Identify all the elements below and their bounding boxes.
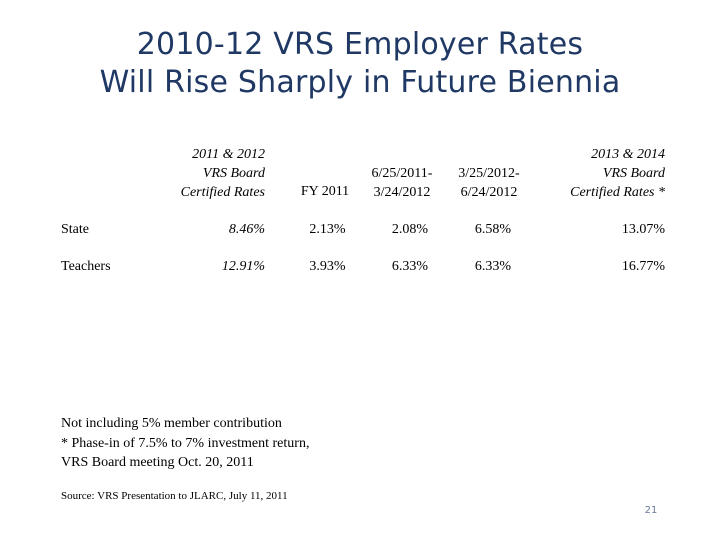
state-fy-2011-rate: 2.13% <box>309 222 346 237</box>
source-citation: Source: VRS Presentation to JLARC, July … <box>61 490 288 502</box>
title-line-1: 2010-12 VRS Employer Rates <box>136 27 584 62</box>
state-2012-period-rate: 6.58% <box>474 222 512 237</box>
state-2011-2012-rate: 8.46% <box>228 222 265 237</box>
footnote-line: VRS Board meeting Oct. 20, 2011 <box>61 455 254 470</box>
slide-title: 2010-12 VRS Employer Rates Will Rise Sha… <box>0 26 720 102</box>
teachers-2013-2014-rate: 16.77% <box>621 259 665 274</box>
state-2011-2012-period-rate: 2.08% <box>391 222 429 237</box>
footnote-line: * Phase-in of 7.5% to 7% investment retu… <box>61 435 310 451</box>
teachers-2012-period-rate: 6.33% <box>474 259 512 274</box>
row-label-teachers: Teachers <box>61 259 111 274</box>
footnote-line: Not including 5% member contribution <box>61 416 282 431</box>
header-3-25-2012-6-24-2012: 3/25/2012- 6/24/2012 <box>458 166 520 200</box>
header-6-25-2011-3-24-2012: 6/25/2011- 3/24/2012 <box>371 166 433 200</box>
teachers-2011-2012-rate: 12.91% <box>221 259 265 274</box>
teachers-fy-2011-rate: 3.93% <box>309 259 346 274</box>
page-number: 21 <box>644 505 658 516</box>
header-fy-2011: FY 2011 <box>300 184 350 199</box>
footnotes: Not including 5% member contribution * P… <box>61 414 309 473</box>
row-label-state: State <box>61 222 89 237</box>
state-2013-2014-rate: 13.07% <box>621 222 665 237</box>
header-2011-2012-certified-rates: 2011 & 2012 VRS Board Certified Rates <box>180 147 265 200</box>
title-line-2: Will Rise Sharply in Future Biennia <box>99 65 621 100</box>
teachers-2011-2012-period-rate: 6.33% <box>391 259 429 274</box>
header-2013-2014-certified-rates: 2013 & 2014 VRS Board Certified Rates * <box>570 147 665 200</box>
